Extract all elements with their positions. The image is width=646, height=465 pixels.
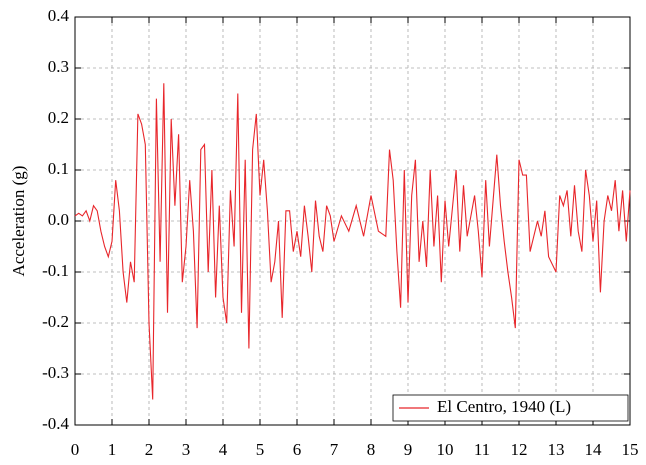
y-tick-label: 0.2: [48, 108, 69, 127]
x-tick-label: 5: [256, 440, 265, 459]
y-tick-label: -0.2: [42, 312, 69, 331]
y-tick-label: 0.4: [48, 6, 70, 25]
x-tick-label: 4: [219, 440, 228, 459]
legend-box: [392, 394, 629, 422]
x-tick-label: 10: [437, 440, 454, 459]
x-tick-label: 2: [145, 440, 154, 459]
x-tick-label: 3: [182, 440, 191, 459]
x-tick-label: 7: [330, 440, 339, 459]
x-tick-label: 11: [474, 440, 490, 459]
legend-label: El Centro, 1940 (L): [437, 397, 571, 416]
y-axis-label: Acceleration (g): [9, 166, 28, 277]
x-tick-label: 12: [511, 440, 528, 459]
x-tick-label: 1: [108, 440, 117, 459]
x-tick-label: 15: [622, 440, 639, 459]
y-tick-label: 0.3: [48, 57, 69, 76]
x-tick-label: 14: [585, 440, 603, 459]
y-tick-label: -0.3: [42, 363, 69, 382]
plot-frame: [74, 16, 631, 426]
y-tick-label: -0.1: [42, 261, 69, 280]
data-line: [74, 83, 631, 400]
y-tick-label: -0.4: [42, 414, 69, 433]
x-tick-label: 13: [548, 440, 565, 459]
x-tick-label: 0: [71, 440, 80, 459]
x-tick-label: 6: [293, 440, 302, 459]
y-tick-label: 0.1: [48, 159, 69, 178]
x-tick-label: 9: [404, 440, 413, 459]
x-tick-label: 8: [367, 440, 376, 459]
y-tick-label: 0.0: [48, 210, 69, 229]
